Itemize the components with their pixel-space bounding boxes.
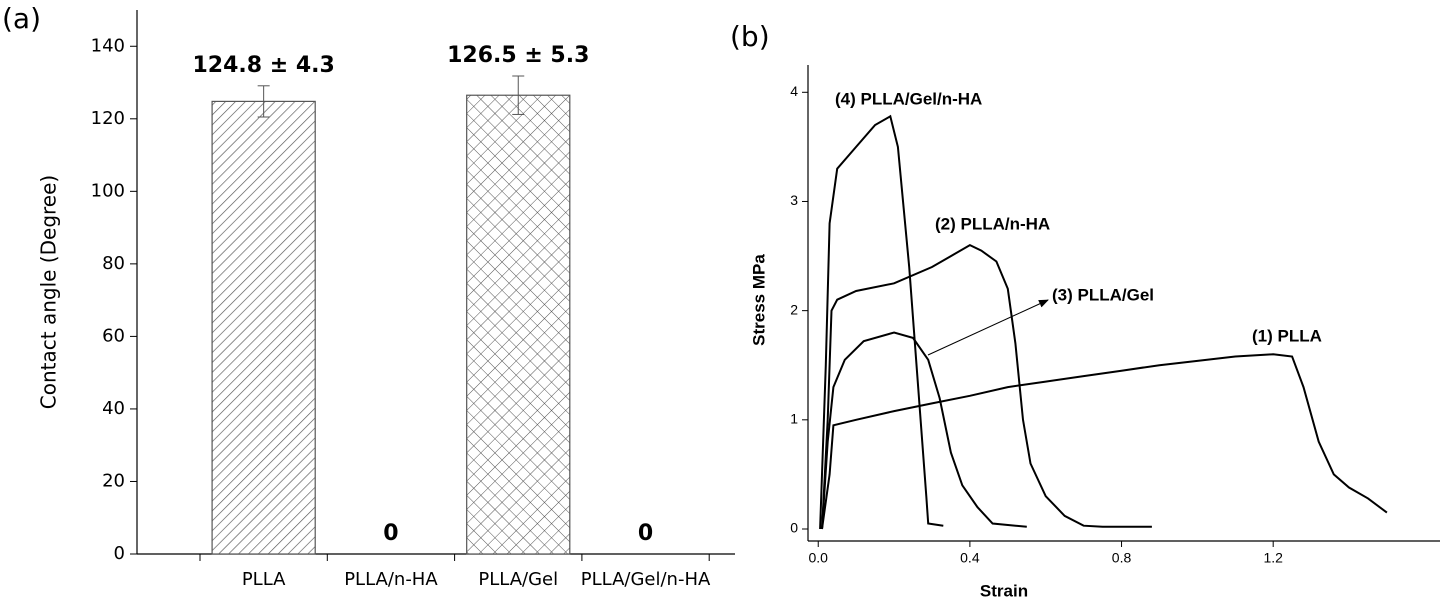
y-tick-label: 2 — [790, 301, 798, 317]
x-axis-label: Strain — [980, 581, 1028, 600]
y-tick-label: 1 — [790, 411, 798, 427]
stress-curve — [821, 243, 1152, 530]
bar — [211, 100, 316, 555]
annotation-arrow — [927, 299, 1049, 356]
stress-curve — [821, 331, 1027, 530]
x-tick-label: PLLA/Gel/n-HA — [581, 569, 711, 590]
x-tick-label: 0.4 — [960, 550, 980, 566]
x-tick-label: 1.2 — [1263, 550, 1283, 566]
value-label: 0 — [383, 521, 398, 546]
x-tick-label: PLLA/Gel — [478, 569, 558, 590]
y-tick-label: 40 — [102, 398, 125, 419]
y-tick-label: 140 — [91, 35, 125, 56]
y-axis-label: Stress MPa — [749, 254, 768, 346]
series-label: (3) PLLA/Gel — [1052, 285, 1154, 304]
y-tick-label: 20 — [102, 470, 125, 491]
x-tick-label: 0.0 — [809, 550, 829, 566]
panel-label: (a) — [2, 2, 41, 35]
x-tick-label: PLLA — [242, 569, 286, 590]
y-tick-label: 4 — [790, 83, 798, 99]
stress-curve — [821, 353, 1388, 530]
panel-label: (b) — [730, 20, 770, 53]
value-label: 126.5 ± 5.3 — [447, 43, 589, 68]
value-label: 0 — [638, 521, 653, 546]
y-tick-label: 0 — [790, 520, 798, 536]
y-axis-label: Contact angle (Degree) — [37, 175, 61, 409]
y-tick-label: 3 — [790, 192, 798, 208]
y-tick-label: 60 — [102, 325, 125, 346]
x-tick-label: PLLA/n-HA — [344, 569, 438, 590]
y-tick-label: 0 — [114, 543, 125, 564]
x-tick-label: 0.8 — [1112, 550, 1132, 566]
bar — [466, 94, 571, 555]
value-label: 124.8 ± 4.3 — [192, 53, 334, 78]
y-tick-label: 80 — [102, 253, 125, 274]
y-tick-label: 120 — [91, 108, 125, 129]
series-label: (4) PLLA/Gel/n-HA — [835, 89, 982, 108]
series-label: (2) PLLA/n-HA — [935, 214, 1050, 233]
series-label: (1) PLLA — [1252, 326, 1322, 345]
stress-curve — [819, 114, 944, 530]
y-tick-label: 100 — [91, 180, 125, 201]
